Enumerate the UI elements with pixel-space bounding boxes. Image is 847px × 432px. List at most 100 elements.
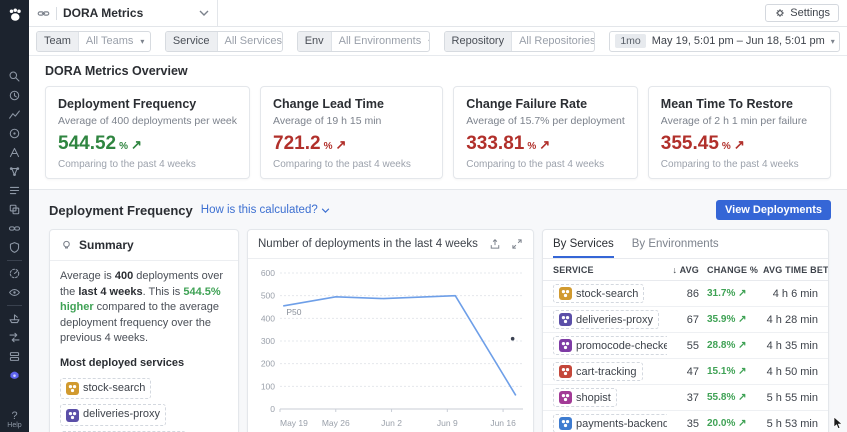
settings-button[interactable]: Settings (765, 4, 839, 22)
expand-icon[interactable] (511, 238, 523, 250)
sidebar-item-software-delivery[interactable] (0, 366, 29, 385)
col-service[interactable]: SERVICE (543, 259, 667, 281)
filter-repository[interactable]: Repository All Repositories ▾ (443, 30, 596, 52)
sidebar-nav (0, 67, 29, 385)
service-cell: payments-backend (543, 410, 667, 432)
sidebar-item-search[interactable] (0, 67, 29, 86)
table-header: SERVICE ↓ AVG CHANGE % AVG TIME BETWEEN (543, 259, 828, 281)
history-icon (9, 90, 20, 101)
sidebar-item-logs[interactable] (0, 181, 29, 200)
table-row-deliveries-proxy[interactable]: deliveries-proxy 67 35.9% ↗ 4 h 28 min (543, 306, 828, 333)
service-name: stock-search (83, 381, 146, 394)
avg-cell: 37 (667, 384, 703, 411)
service-map-icon (9, 167, 20, 176)
dashboard-title-dropdown[interactable]: DORA Metrics (29, 0, 218, 26)
service-icon (559, 287, 572, 300)
time-cell: 4 h 28 min (759, 306, 828, 333)
svg-text:Jun 9: Jun 9 (437, 418, 458, 428)
col-avg[interactable]: ↓ AVG (667, 259, 703, 281)
trend-up-icon: ↗ (738, 288, 747, 299)
datadog-logo-icon[interactable] (5, 5, 25, 25)
dashboards-icon (9, 110, 20, 119)
service-name: deliveries-proxy (576, 313, 654, 326)
svg-text:100: 100 (261, 381, 275, 391)
change-cell: 20.0% ↗ (703, 410, 759, 432)
table-row-promocode-checker[interactable]: promocode-checker 55 28.8% ↗ 4 h 35 min (543, 332, 828, 359)
metric-card-change-lead-time: Change Lead Time Average of 19 h 15 min … (260, 86, 444, 179)
change-cell: 31.7% ↗ (703, 280, 759, 307)
mouse-cursor (833, 416, 843, 430)
time-cell: 4 h 35 min (759, 332, 828, 359)
sidebar-item-service-map[interactable] (0, 162, 29, 181)
sidebar-item-watchdog[interactable] (0, 124, 29, 143)
col-avg-time-between[interactable]: AVG TIME BETWEEN (759, 259, 828, 281)
svg-text:P50: P50 (286, 307, 301, 317)
sidebar-item-shipping[interactable] (0, 309, 29, 328)
workflows-icon (9, 352, 20, 361)
summary-body: Average is 400 deployments over the last… (50, 261, 238, 432)
sidebar-item-rum[interactable] (0, 283, 29, 302)
section-title: Deployment Frequency (49, 202, 193, 218)
svg-text:200: 200 (261, 359, 275, 369)
change-cell: 55.8% ↗ (703, 384, 759, 411)
filter-time-range[interactable]: 1mo May 19, 5:01 pm – Jun 18, 5:01 pm ▾ (609, 30, 840, 52)
help-label: Help (7, 422, 22, 429)
sidebar-divider (7, 305, 22, 306)
summary-title: Summary (79, 238, 134, 252)
table-row-payments-backend[interactable]: payments-backend 35 20.0% ↗ 5 h 53 min (543, 410, 828, 432)
sidebar-item-history[interactable] (0, 86, 29, 105)
tab-by-services[interactable]: By Services (553, 230, 614, 258)
service-cell: cart-tracking (543, 358, 667, 385)
table-row-stock-search[interactable]: stock-search 86 31.7% ↗ 4 h 6 min (543, 280, 828, 307)
services-table-card: By Services By Environments SERVICE ↓ AVG… (542, 229, 829, 432)
metric-footer: Comparing to the past 4 weeks (58, 159, 196, 170)
filter-value: All Environments (338, 35, 422, 47)
avg-cell: 67 (667, 306, 703, 333)
avg-cell: 47 (667, 358, 703, 385)
sidebar-item-ci[interactable] (0, 219, 29, 238)
sidebar-item-integrations[interactable] (0, 200, 29, 219)
integrations-icon (9, 204, 20, 215)
how-calculated-link[interactable]: How is this calculated? (201, 204, 330, 216)
change-cell: 28.8% ↗ (703, 332, 759, 359)
top-bar-right: Settings (765, 0, 847, 26)
trend-up-icon: ↗ (738, 392, 747, 403)
tab-by-environments[interactable]: By Environments (631, 238, 719, 250)
filter-env[interactable]: Env All Environments ▾ (296, 30, 430, 52)
trend-up-icon: ↗ (738, 314, 747, 325)
trend-up-icon: ↗ (733, 137, 745, 152)
filter-bar: Team All Teams ▾ Service All Services ▾ … (29, 27, 847, 56)
col-change[interactable]: CHANGE % (703, 259, 759, 281)
sidebar-item-help[interactable]: ? Help (7, 411, 22, 430)
service-name: deliveries-proxy (83, 408, 161, 421)
metric-title: Mean Time To Restore (660, 97, 794, 111)
chevron-down-icon: ▾ (830, 36, 835, 46)
table-row-cart-tracking[interactable]: cart-tracking 47 15.1% ↗ 4 h 50 min (543, 358, 828, 385)
summary-card-header: Summary (50, 230, 238, 261)
sidebar-item-dashboards[interactable] (0, 105, 29, 124)
table-row-shopist[interactable]: shopist 37 55.8% ↗ 5 h 55 min (543, 384, 828, 411)
sidebar-item-workflows[interactable] (0, 347, 29, 366)
deployments-line-chart: 0 100 200 300 400 500 600 May 19 May 26 Jun 2 Jun … (261, 268, 523, 428)
sidebar-item-apm[interactable] (0, 143, 29, 162)
sidebar-item-security[interactable] (0, 238, 29, 257)
export-icon[interactable] (489, 238, 501, 250)
svg-text:300: 300 (261, 336, 275, 346)
sidebar-divider (7, 260, 22, 261)
gear-icon (776, 9, 784, 17)
time-cell: 5 h 53 min (759, 410, 828, 432)
sidebar-item-pipelines[interactable] (0, 328, 29, 347)
svg-text:500: 500 (261, 291, 275, 301)
summary-card: Summary Average is 400 deployments over … (49, 229, 239, 432)
trend-up-icon: ↗ (539, 137, 551, 152)
svg-text:400: 400 (261, 313, 275, 323)
service-name: shopist (576, 391, 611, 404)
sidebar-item-slo[interactable] (0, 264, 29, 283)
service-cell: stock-search (543, 280, 667, 307)
metric-title: Change Failure Rate (466, 97, 588, 111)
filter-team[interactable]: Team All Teams ▾ (36, 30, 151, 52)
filter-service[interactable]: Service All Services ▾ (164, 30, 283, 52)
metric-subtitle: Average of 15.7% per deployment (466, 115, 625, 127)
service-cell: promocode-checker (543, 332, 667, 359)
view-deployments-button[interactable]: View Deployments (716, 200, 831, 220)
